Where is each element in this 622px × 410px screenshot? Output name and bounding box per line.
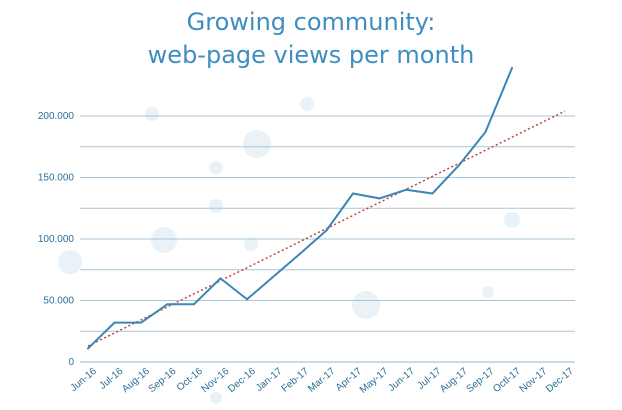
background-bubble xyxy=(209,199,223,213)
x-tick-label: Jun-17 xyxy=(386,366,417,394)
data-point xyxy=(378,197,381,200)
background-bubble xyxy=(482,286,494,298)
data-point xyxy=(325,229,328,232)
x-tick-label: Dec-17 xyxy=(544,366,576,395)
gridlines xyxy=(80,115,575,363)
x-tick-label: Aug-16 xyxy=(120,366,152,395)
chart-title-line-2: web-page views per month xyxy=(147,41,475,69)
background-bubbles xyxy=(58,97,520,404)
chart-title-line-1: Growing community: xyxy=(186,8,436,36)
x-tick-label: Jun-16 xyxy=(68,366,99,394)
x-tick-label: Sep-16 xyxy=(147,366,179,395)
x-tick-label: Aug-17 xyxy=(438,366,470,395)
background-bubble xyxy=(244,237,258,251)
y-tick-label: 0 xyxy=(68,357,74,368)
background-bubble xyxy=(145,107,159,121)
x-tick-label: Nov-16 xyxy=(200,366,232,395)
x-axis-tick-labels: Jun-16Jul-16Aug-16Sep-16Oct-16Nov-16Dec-… xyxy=(68,366,576,396)
y-tick-label: 200.000 xyxy=(38,111,75,122)
data-point xyxy=(511,67,513,70)
data-point xyxy=(219,277,222,280)
data-point xyxy=(140,321,142,324)
data-point xyxy=(246,298,248,301)
background-bubble xyxy=(209,161,223,175)
data-point xyxy=(166,303,169,306)
data-point xyxy=(484,130,487,133)
x-tick-label: Jan-17 xyxy=(254,366,285,394)
background-bubble xyxy=(504,212,520,228)
background-bubble xyxy=(352,291,380,319)
background-bubble xyxy=(58,250,82,274)
background-bubble xyxy=(151,227,177,253)
background-bubble xyxy=(243,130,271,158)
x-tick-label: Dec-16 xyxy=(226,366,258,395)
data-point xyxy=(352,192,354,195)
x-tick-label: Sep-17 xyxy=(465,366,497,395)
x-tick-label: Oct-16 xyxy=(175,366,205,394)
x-tick-label: May-17 xyxy=(358,366,391,396)
y-tick-label: 50.000 xyxy=(43,296,74,307)
data-point xyxy=(113,321,116,324)
data-point xyxy=(87,347,89,350)
data-point xyxy=(431,192,434,195)
series-line xyxy=(87,67,513,350)
trendline xyxy=(87,110,566,347)
data-point xyxy=(458,164,460,167)
trendline-path xyxy=(87,110,566,347)
background-bubble xyxy=(210,392,222,404)
y-axis-tick-labels: 0 50.000 100.000 150.000 200.000 xyxy=(38,111,75,368)
y-tick-label: 100.000 xyxy=(38,234,75,245)
x-tick-label: Octl-17 xyxy=(491,366,523,395)
data-point xyxy=(299,252,301,255)
chart-title: Growing community: web-page views per mo… xyxy=(0,6,622,72)
x-tick-label: Mar-17 xyxy=(306,366,338,395)
x-tick-label: Feb-17 xyxy=(280,366,312,395)
background-bubble xyxy=(300,97,314,111)
x-tick-label: Nov-17 xyxy=(518,366,550,395)
data-point xyxy=(405,188,407,191)
data-point xyxy=(193,303,195,306)
y-tick-label: 150.000 xyxy=(38,173,75,184)
series-views xyxy=(87,67,513,350)
